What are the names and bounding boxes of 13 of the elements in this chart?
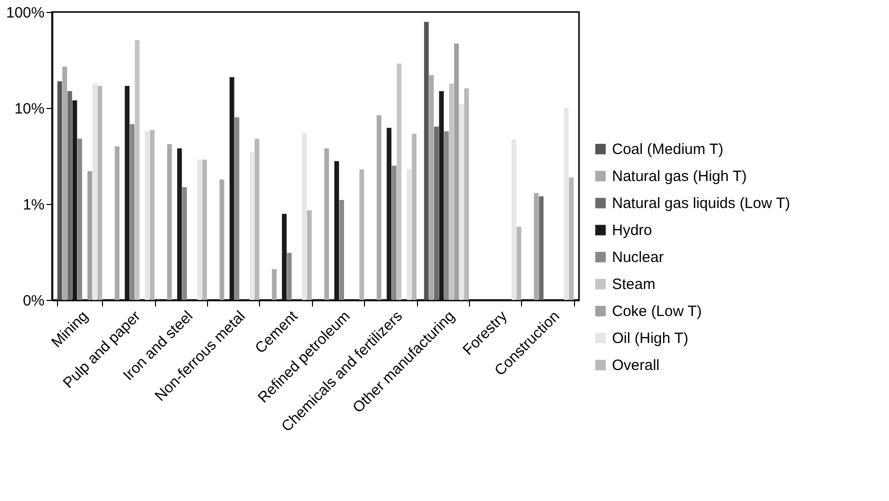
legend-label: Overall — [612, 357, 660, 374]
y-tick-label: 1% — [22, 196, 44, 214]
legend-label: Coal (Medium T) — [612, 141, 724, 158]
legend-label: Steam — [612, 276, 656, 294]
legend-label: Natural gas liquids (Low T) — [612, 195, 790, 212]
legend-label: Coke (Low T) — [612, 303, 702, 320]
y-tick-label: 100% — [6, 4, 44, 22]
legend-label: Natural gas (High T) — [612, 168, 747, 186]
legend-label: Hydro — [612, 222, 652, 240]
y-tick-label: 0% — [22, 292, 44, 310]
y-tick-label: 10% — [14, 100, 44, 118]
legend-label: Nuclear — [612, 249, 664, 266]
legend-label: Oil (High T) — [612, 330, 688, 348]
